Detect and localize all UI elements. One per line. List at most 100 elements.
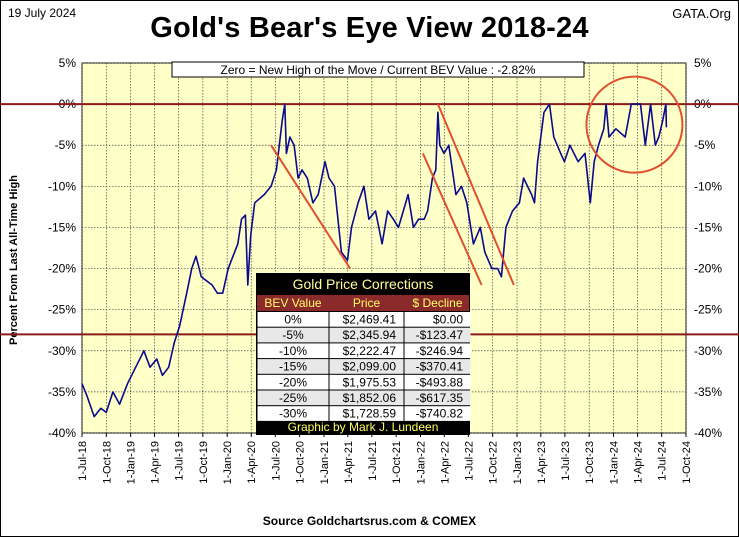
- y-tick-label-right: -35%: [694, 385, 722, 399]
- table-cell: -15%: [279, 360, 307, 374]
- table-cell-bg: [257, 406, 329, 421]
- y-tick-label-right: -40%: [694, 426, 722, 440]
- y-tick-label-left: -15%: [48, 220, 76, 234]
- table-cell: -$617.35: [416, 391, 464, 405]
- brand-label: GATA.Org: [672, 6, 731, 21]
- table-cell: -$246.94: [416, 344, 464, 358]
- highlight-circle: [585, 75, 684, 174]
- y-tick-label-right: -20%: [694, 262, 722, 276]
- gold-bev-series: [81, 103, 668, 418]
- table-cell-bg: [404, 390, 471, 406]
- y-tick-label-left: -30%: [48, 344, 76, 358]
- x-tick-label: 1-Oct-22: [488, 441, 500, 484]
- table-cell-bg: [329, 327, 404, 343]
- x-tick-label: 1-Oct-20: [295, 441, 307, 484]
- table-cell: $1,852.06: [343, 391, 397, 405]
- x-tick-label: 1-Apr-21: [343, 441, 355, 484]
- table-title: Gold Price Corrections: [293, 276, 434, 292]
- y-tick-label-right: -15%: [694, 220, 722, 234]
- y-tick-label-left: -25%: [48, 303, 76, 317]
- y-tick-label-left: -20%: [48, 262, 76, 276]
- y-tick-label-right: 5%: [694, 56, 712, 70]
- x-tick-label: 1-Jul-22: [463, 441, 475, 481]
- table-cell-bg: [329, 359, 404, 374]
- x-tick-label: 1-Jul-19: [174, 441, 186, 481]
- table-cell-bg: [257, 374, 329, 390]
- table-cell-bg: [404, 327, 471, 343]
- annotation-box: [171, 61, 585, 78]
- x-tick-label: 1-Oct-24: [681, 441, 693, 484]
- table-cell-bg: [404, 406, 471, 421]
- table-cell-bg: [329, 343, 404, 359]
- source-note: Source Goldchartsrus.com & COMEX: [262, 514, 477, 528]
- table-cell: $2,099.00: [343, 360, 397, 374]
- x-tick-label: 1-Jan-20: [222, 441, 234, 484]
- table-cell: -20%: [279, 375, 307, 389]
- annotation-text: Zero = New High of the Move / Current BE…: [221, 63, 536, 77]
- table-cell: $0.00: [433, 313, 463, 327]
- table-header-cell: BEV Value: [264, 296, 321, 310]
- y-tick-label-right: -5%: [694, 138, 716, 152]
- table-cell-bg: [257, 343, 329, 359]
- y-tick-label-right: -10%: [694, 179, 722, 193]
- y-tick-label-right: -30%: [694, 344, 722, 358]
- x-tick-label: 1-Jan-23: [512, 441, 524, 484]
- x-tick-label: 1-Apr-23: [536, 441, 548, 484]
- y-tick-label-left: -5%: [55, 138, 77, 152]
- table-header-cell: $ Decline: [412, 296, 462, 310]
- table-cell: -5%: [282, 328, 304, 342]
- y-tick-label-left: -35%: [48, 385, 76, 399]
- x-tick-label: 1-Jul-23: [560, 441, 572, 481]
- trend-line: [437, 103, 515, 286]
- corrections-table: Gold Price Corrections BEV Value Price $ De…: [256, 273, 471, 435]
- x-tick-label: 1-Oct-19: [198, 441, 210, 484]
- table-cell: $2,469.41: [343, 313, 397, 327]
- x-tick-label: 1-Jan-19: [126, 441, 138, 484]
- table-footer: Graphic by Mark J. Lundeen: [288, 420, 439, 434]
- x-tick-label: 1-Jan-21: [319, 441, 331, 484]
- x-tick-label: 1-Jul-18: [77, 441, 89, 481]
- table-cell-bg: [329, 374, 404, 390]
- table-cell-bg: [404, 343, 471, 359]
- table-cell-bg: [329, 406, 404, 421]
- trend-line: [270, 144, 351, 270]
- table-cell: $2,345.94: [343, 328, 397, 342]
- x-tick-label: 1-Apr-19: [149, 441, 161, 484]
- table-cell: $2,222.47: [343, 344, 397, 358]
- y-tick-label-left: -10%: [48, 179, 76, 193]
- table-cell: -$370.41: [416, 360, 464, 374]
- table-cell: -25%: [279, 391, 307, 405]
- trend-line: [421, 153, 483, 286]
- x-tick-label: 1-Oct-21: [391, 441, 403, 484]
- y-tick-label-left: 5%: [59, 56, 77, 70]
- table-cell-bg: [257, 359, 329, 374]
- x-tick-label: 1-Jul-24: [657, 441, 669, 481]
- table-header-cell: Price: [353, 296, 381, 310]
- chart-title: Gold's Bear's Eye View 2018-24: [150, 12, 589, 44]
- table-cell-bg: [257, 390, 329, 406]
- y-tick-label-left: -40%: [48, 426, 76, 440]
- table-cell-bg: [404, 312, 471, 327]
- y-tick-label-right: -25%: [694, 303, 722, 317]
- table-cell: -$740.82: [416, 407, 464, 421]
- table-cell: $1,728.59: [343, 407, 397, 421]
- x-tick-label: 1-Jul-21: [367, 441, 379, 481]
- x-tick-label: 1-Apr-20: [246, 441, 258, 484]
- table-cell-bg: [404, 374, 471, 390]
- x-tick-label: 1-Jan-24: [609, 441, 621, 484]
- x-tick-label: 1-Apr-24: [633, 441, 645, 484]
- table-cell: -$123.47: [416, 328, 464, 342]
- x-tick-label: 1-Apr-22: [439, 441, 451, 484]
- table-cell-bg: [257, 327, 329, 343]
- report-date: 19 July 2024: [8, 6, 77, 20]
- table-header-row: [257, 295, 469, 311]
- table-cell: $1,975.53: [343, 375, 397, 389]
- table-cell-bg: [329, 390, 404, 406]
- table-cell: 0%: [284, 313, 302, 327]
- table-cell-bg: [404, 359, 471, 374]
- table-cell: -10%: [279, 344, 307, 358]
- table-cell: -$493.88: [416, 375, 464, 389]
- table-cell-bg: [257, 312, 329, 327]
- table-cell-bg: [329, 312, 404, 327]
